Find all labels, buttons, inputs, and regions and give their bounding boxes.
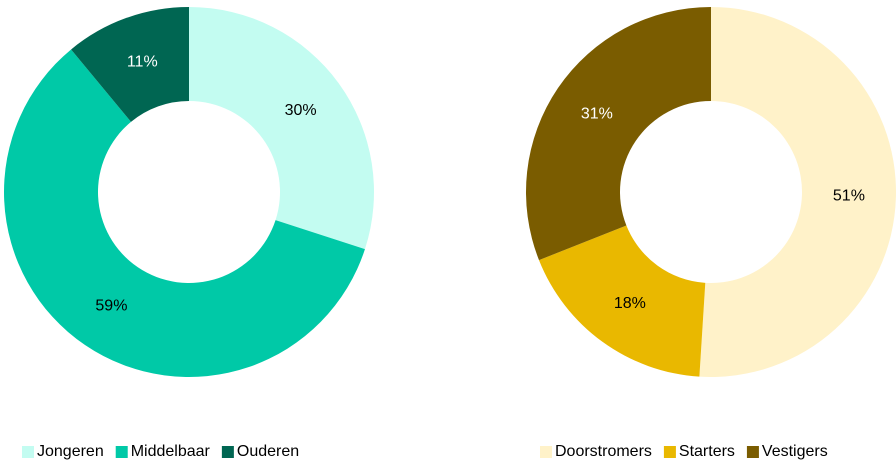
data-label: 30% [285, 102, 317, 119]
legend-label: Vestigers [762, 443, 828, 460]
data-label: 18% [614, 295, 646, 312]
legend-swatch [115, 446, 128, 458]
data-label: 51% [833, 188, 865, 205]
legend-label: Jongeren [37, 443, 104, 460]
donut-slice [71, 7, 189, 122]
donut-slice [538, 225, 706, 377]
legend-label: Doorstromers [555, 443, 652, 460]
legend-swatch [221, 446, 234, 458]
legend-swatch [746, 446, 759, 458]
legend-swatch [22, 446, 34, 458]
legend-label: Middelbaar [131, 443, 211, 460]
data-label: 59% [95, 297, 127, 314]
donut-slice [699, 7, 896, 377]
legend-label: Ouderen [237, 443, 299, 460]
donut-slice [189, 7, 374, 250]
legend-swatch [540, 446, 552, 458]
legend-swatch [663, 446, 676, 458]
donut-slice [526, 7, 711, 261]
data-label: 11% [127, 53, 158, 70]
donut-slice [4, 49, 365, 377]
data-label: 31% [581, 106, 613, 123]
legend-label: Starters [679, 443, 735, 460]
